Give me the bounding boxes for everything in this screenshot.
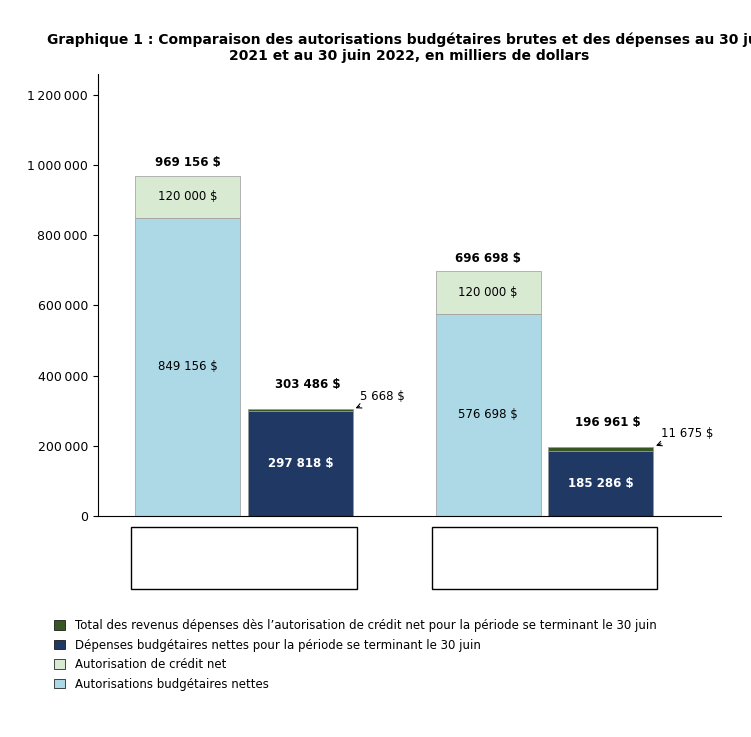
Bar	[436, 313, 541, 516]
Text: 120 000 $: 120 000 $	[158, 190, 218, 203]
Text: 11 675 $: 11 675 $	[657, 427, 713, 446]
FancyBboxPatch shape	[432, 527, 657, 589]
Text: 576 698 $: 576 698 $	[458, 408, 518, 422]
Text: 303 486 $: 303 486 $	[275, 378, 341, 391]
Text: 2022-2023: 2022-2023	[499, 551, 590, 565]
Bar	[135, 218, 240, 516]
Text: 297 818 $: 297 818 $	[267, 457, 333, 470]
Text: 120 000 $: 120 000 $	[458, 286, 518, 299]
Text: 185 286 $: 185 286 $	[568, 477, 634, 490]
Text: 5 668 $: 5 668 $	[357, 390, 406, 408]
Legend: Total des revenus dépenses dès l’autorisation de crédit net pour la période se t: Total des revenus dépenses dès l’autoris…	[53, 619, 656, 691]
Bar	[548, 447, 653, 451]
FancyBboxPatch shape	[131, 527, 357, 589]
Title: Graphique 1 : Comparaison des autorisations budgétaires brutes et des dépenses a: Graphique 1 : Comparaison des autorisati…	[47, 32, 751, 63]
Bar	[248, 409, 353, 411]
Text: 696 698 $: 696 698 $	[455, 252, 521, 265]
Bar	[248, 411, 353, 516]
Text: 2021-2022: 2021-2022	[198, 551, 290, 565]
Text: 849 156 $: 849 156 $	[158, 360, 218, 374]
Bar	[436, 271, 541, 313]
Text: 196 961 $: 196 961 $	[575, 416, 641, 428]
Bar	[135, 175, 240, 218]
Text: 969 156 $: 969 156 $	[155, 156, 221, 170]
Bar	[548, 451, 653, 516]
